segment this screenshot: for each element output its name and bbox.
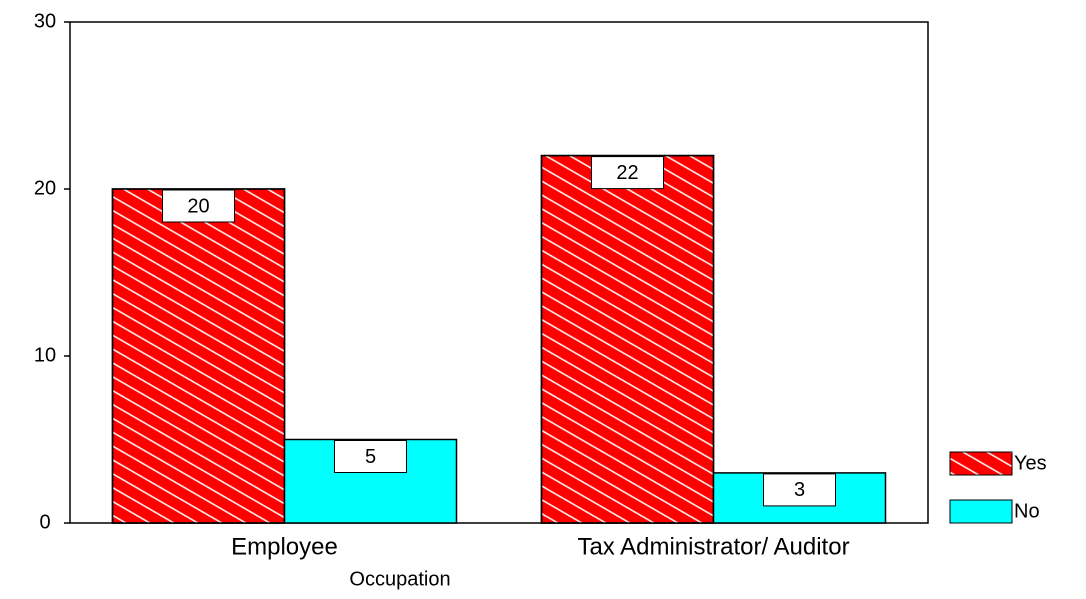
y-tick-label: 0	[39, 511, 50, 533]
data-label: 22	[616, 162, 638, 184]
y-tick-label: 30	[34, 10, 56, 32]
legend-swatch-hatch	[949, 451, 1013, 476]
data-label-box	[162, 189, 235, 223]
y-tick-label: 20	[34, 177, 56, 199]
data-label-box	[763, 473, 836, 507]
data-label: 20	[187, 195, 209, 217]
bar-hatch	[111, 188, 286, 524]
data-label-box	[334, 440, 407, 473]
legend-label: Yes	[1014, 452, 1047, 474]
legend-swatch	[949, 499, 1013, 524]
data-label-box	[591, 156, 664, 190]
legend-label: No	[1014, 500, 1040, 522]
bar-hatch	[540, 154, 715, 524]
x-axis-label: Occupation	[349, 568, 450, 590]
data-label: 5	[365, 446, 376, 468]
x-tick-label: Tax Administrator/ Auditor	[577, 533, 849, 560]
plot-frame	[69, 21, 929, 524]
y-tick-label: 10	[34, 344, 56, 366]
x-tick-label: Employee	[231, 533, 338, 560]
data-label: 3	[794, 479, 805, 501]
